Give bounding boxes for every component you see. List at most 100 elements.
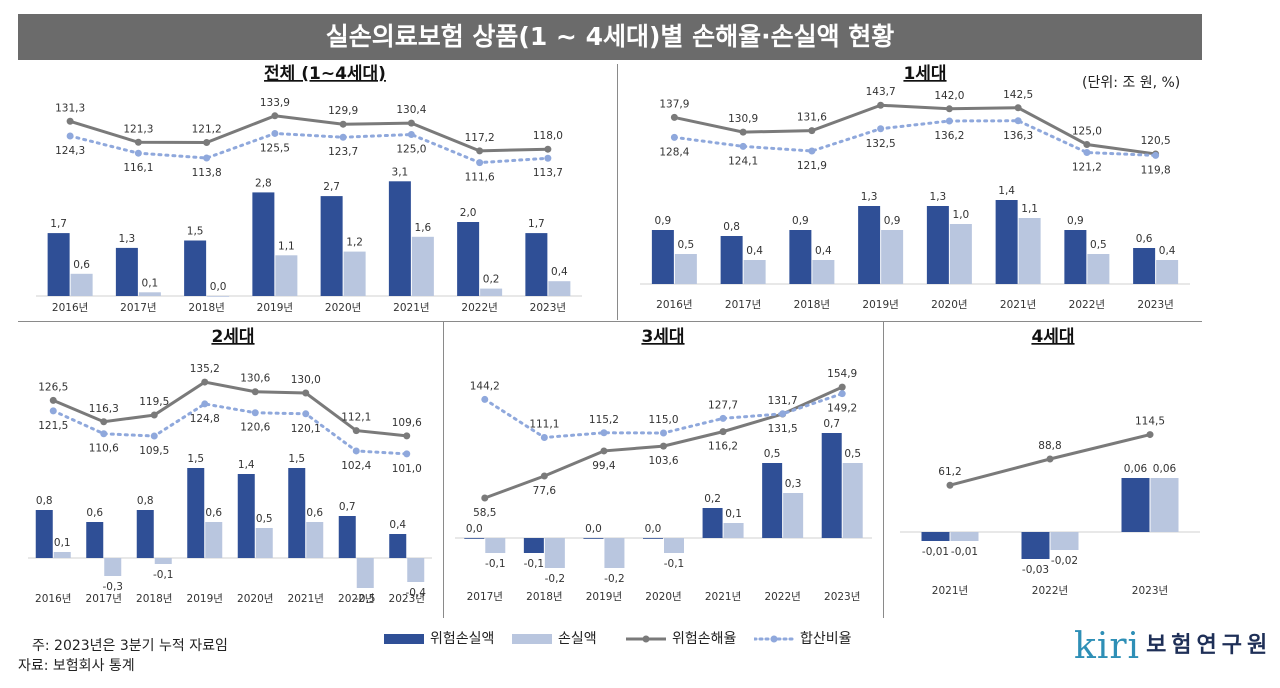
chart-gen3-risk-loss-ratio-label: 154,9 xyxy=(827,368,857,380)
chart-gen1-risk-loss-label: 0,9 xyxy=(655,215,672,227)
chart-gen1-loss-label: 0,4 xyxy=(1159,245,1176,257)
chart-total-risk-loss-bar xyxy=(47,233,70,296)
chart-gen1-loss-label: 0,5 xyxy=(1090,239,1107,251)
chart-gen2-combined-ratio-point xyxy=(150,432,158,440)
chart-gen4-risk-loss-ratio-label: 88,8 xyxy=(1038,440,1061,452)
chart-gen3-risk-loss-ratio-point xyxy=(481,494,489,502)
chart-gen1-loss-label: 1,1 xyxy=(1021,203,1038,215)
chart-gen1-tick: 2020년 xyxy=(931,299,967,311)
chart-gen3-tick: 2018년 xyxy=(526,591,562,603)
chart-total-loss-label: 0,4 xyxy=(551,266,568,278)
chart-total-loss-bar xyxy=(548,281,571,296)
chart-gen4-risk-loss-bar xyxy=(1121,478,1150,532)
chart-gen2-loss-label: -0,1 xyxy=(153,569,174,581)
chart-total-risk-loss-ratio-point xyxy=(271,112,279,120)
chart-gen1-risk-loss-label: 1,3 xyxy=(930,191,947,203)
chart-total-combined-ratio-label: 125,0 xyxy=(396,144,426,156)
chart-total-risk-loss-ratio-point xyxy=(476,147,484,155)
chart-gen2-risk-loss-label: 0,6 xyxy=(86,507,103,519)
chart-gen3-risk-loss-ratio-label: 116,2 xyxy=(708,441,738,453)
chart-gen2-risk-loss-ratio-label: 130,0 xyxy=(291,374,321,386)
chart-total-combined-ratio-line xyxy=(68,131,550,165)
chart-total-combined-ratio-point xyxy=(203,154,211,162)
chart-gen1-combined-ratio-point xyxy=(808,147,816,155)
chart-gen1-risk-loss-ratio-label: 142,0 xyxy=(934,90,964,102)
chart-total-risk-loss-label: 2,8 xyxy=(255,177,272,189)
legend-label-combined-ratio: 합산비율 xyxy=(800,631,852,647)
chart-total-risk-loss-ratio-point xyxy=(134,138,142,146)
chart-gen2-loss-bar xyxy=(407,558,425,582)
chart-total-risk-loss-bar xyxy=(320,196,343,296)
kiri-logo: kiri 보험연구원 xyxy=(1074,626,1272,672)
chart-total-risk-loss-ratio-label: 133,9 xyxy=(260,97,290,109)
chart-total-risk-loss-bar xyxy=(525,233,548,296)
chart-gen4-tick: 2021년 xyxy=(932,585,968,597)
chart-gen2-risk-loss-ratio-label: 126,5 xyxy=(38,381,68,393)
chart-gen2-combined-ratio-point xyxy=(49,407,57,415)
chart-gen2-risk-loss-bar xyxy=(35,510,53,558)
chart-gen2-risk-loss-ratio-point xyxy=(100,418,108,426)
chart-gen2-combined-ratio-point xyxy=(251,409,259,417)
chart-gen3-risk-loss-ratio-point xyxy=(838,383,846,391)
chart-total-combined-ratio-label: 125,5 xyxy=(260,142,290,154)
chart-gen2-loss-bar xyxy=(356,558,374,588)
chart-gen1-combined-ratio-label: 121,2 xyxy=(1072,161,1102,173)
chart-total-tick: 2020년 xyxy=(325,302,361,314)
chart-gen3-loss-bar xyxy=(544,538,565,568)
chart-gen1-combined-ratio-point xyxy=(1152,151,1160,159)
chart-gen2-combined-ratio-label: 120,6 xyxy=(240,422,270,434)
chart-gen3-combined-ratio-point xyxy=(660,429,667,437)
legend-label-risk-loss-ratio: 위험손해율 xyxy=(672,631,737,647)
chart-gen3-tick: 2023년 xyxy=(824,591,860,603)
chart-total-risk-loss-bar xyxy=(388,181,411,296)
chart-total-combined-ratio-point xyxy=(134,149,142,157)
chart-gen1-risk-loss-ratio-point xyxy=(877,101,885,109)
chart-gen4-risk-loss-label: -0,03 xyxy=(1022,564,1049,576)
chart-gen3-risk-loss-ratio-point xyxy=(540,472,548,480)
chart-gen2-tick: 2017년 xyxy=(86,593,122,605)
chart-gen1-combined-ratio-point xyxy=(1014,117,1022,125)
divider-top-vertical xyxy=(617,64,618,320)
chart-gen2-combined-ratio-point xyxy=(302,410,310,418)
chart-gen1-combined-ratio-label: 136,3 xyxy=(1003,130,1033,142)
chart-gen2-risk-loss-bar xyxy=(389,534,407,558)
chart-gen3-risk-loss-ratio-point xyxy=(719,428,727,436)
chart-gen1-risk-loss-ratio-point xyxy=(808,127,816,135)
chart-gen1-risk-loss-bar xyxy=(651,230,674,284)
chart-gen2-combined-ratio-label: 109,5 xyxy=(139,445,169,457)
chart-gen1-risk-loss-label: 0,9 xyxy=(792,215,809,227)
chart-total-risk-loss-ratio-label: 118,0 xyxy=(533,130,563,142)
chart-gen3-combined-ratio-label: 131,7 xyxy=(768,395,798,407)
footnote-source: 자료: 보험회사 통계 xyxy=(18,658,135,674)
chart-gen2-risk-loss-label: 1,5 xyxy=(288,453,305,465)
chart-gen1-risk-loss-ratio-label: 125,0 xyxy=(1072,126,1102,138)
chart-total-risk-loss-ratio-label: 129,9 xyxy=(328,105,358,117)
chart-gen1-risk-loss-ratio-line xyxy=(674,103,1156,156)
chart-total-loss-label: 1,6 xyxy=(415,222,432,234)
chart-gen3-combined-ratio-point xyxy=(600,429,608,437)
chart-total-combined-ratio-point xyxy=(66,132,74,140)
chart-gen1-loss-bar xyxy=(812,260,835,284)
footnotes: 주: 2023년은 3분기 누적 자료임 자료: 보험회사 통계 xyxy=(18,636,228,676)
chart-gen3-loss-bar xyxy=(723,523,744,538)
chart-gen4-risk-loss-bar xyxy=(1021,532,1050,559)
report-title: 실손의료보험 상품(1 ~ 4세대)별 손해율·손실액 현황 xyxy=(18,14,1202,60)
chart-gen4-risk-loss-label: -0,01 xyxy=(922,546,949,558)
chart-gen1-loss-bar xyxy=(881,230,904,284)
chart-total-risk-loss-ratio-line xyxy=(69,114,548,153)
chart-gen3-risk-loss-bar xyxy=(762,463,783,538)
chart-total-combined-ratio-label: 123,7 xyxy=(328,146,358,158)
chart-gen1-combined-ratio-label: 128,4 xyxy=(659,146,689,158)
chart-gen2-risk-loss-label: 0,7 xyxy=(339,501,356,513)
chart-gen1-combined-ratio-label: 136,2 xyxy=(934,130,964,142)
chart-gen3-risk-loss-label: 0,7 xyxy=(823,418,840,430)
chart-gen1-combined-ratio-point xyxy=(877,125,885,133)
chart-gen2-risk-loss-ratio-point xyxy=(403,432,411,440)
chart-gen3-risk-loss-bar xyxy=(643,538,663,539)
chart-gen2-combined-ratio-label: 102,4 xyxy=(341,460,371,472)
chart-gen1-loss-bar xyxy=(743,260,766,284)
chart-gen1-tick: 2016년 xyxy=(656,299,692,311)
chart-total-risk-loss-ratio-label: 131,3 xyxy=(55,102,85,114)
chart-gen2-risk-loss-label: 1,5 xyxy=(187,453,204,465)
chart-gen1-combined-ratio-point xyxy=(1083,148,1091,156)
